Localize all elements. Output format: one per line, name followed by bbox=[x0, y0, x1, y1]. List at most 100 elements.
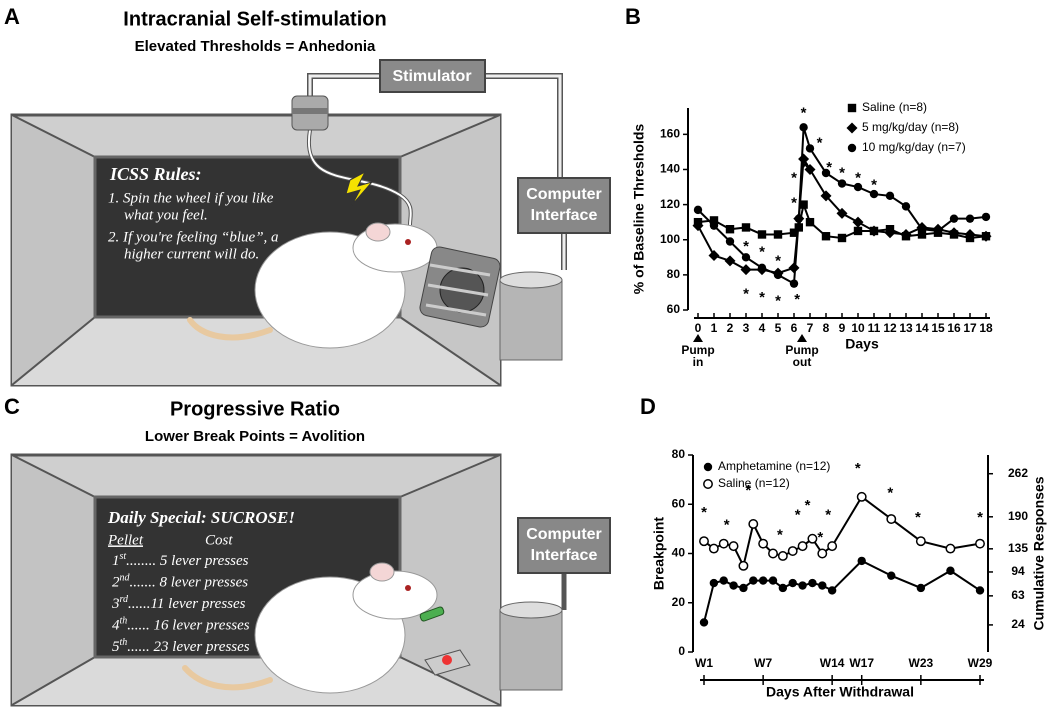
marker bbox=[964, 228, 976, 240]
marker bbox=[886, 514, 897, 524]
marker bbox=[946, 566, 955, 575]
marker bbox=[847, 143, 857, 153]
significance-star: * bbox=[977, 509, 983, 526]
marker bbox=[768, 548, 778, 559]
x-tick-label: 17 bbox=[963, 321, 977, 335]
annotation: in bbox=[693, 355, 704, 369]
marker bbox=[719, 576, 728, 585]
marker bbox=[965, 214, 975, 223]
chart: D 0 20 40 60 80 Breakpoint 24 63 94 135 190 262Cumul… bbox=[640, 394, 1047, 700]
significance-star: * bbox=[795, 507, 801, 524]
panel-label: D bbox=[640, 394, 656, 419]
marker bbox=[794, 214, 803, 223]
x-tick-label: 10 bbox=[851, 321, 865, 335]
ordinal: 3 bbox=[111, 596, 120, 612]
cost: ........ 5 lever presses bbox=[126, 553, 248, 569]
marker bbox=[975, 538, 985, 549]
ordinal: 4 bbox=[112, 618, 120, 634]
marker bbox=[975, 586, 985, 595]
x-tick-label: 18 bbox=[979, 321, 993, 335]
x-tick-label: W17 bbox=[849, 656, 874, 670]
board-column: Cost bbox=[205, 532, 233, 548]
significance-star: * bbox=[839, 164, 845, 181]
marker bbox=[827, 541, 838, 552]
significance-star: * bbox=[805, 497, 811, 514]
marker bbox=[818, 581, 827, 590]
y-tick-label: 40 bbox=[672, 546, 686, 560]
marker bbox=[847, 103, 857, 113]
panel-label: B bbox=[625, 4, 641, 29]
significance-star: * bbox=[855, 460, 861, 477]
annotation: Pump bbox=[681, 343, 714, 357]
significance-star: * bbox=[724, 516, 730, 533]
significance-star: * bbox=[759, 289, 765, 306]
interface-label: Computer bbox=[526, 186, 602, 203]
y-axis-title: % of Baseline Thresholds bbox=[631, 124, 647, 295]
marker bbox=[738, 560, 749, 571]
board-rows: 1st........ 5 lever presses 2nd....... 8 … bbox=[111, 551, 250, 655]
x-tick-label: 0 bbox=[695, 321, 702, 335]
x-tick-label: 5 bbox=[775, 321, 782, 335]
marker bbox=[708, 250, 720, 262]
board-line: 2. If you're feeling “blue”, a bbox=[108, 229, 279, 245]
marker bbox=[789, 279, 799, 288]
significance-star: * bbox=[777, 526, 783, 543]
marker bbox=[794, 223, 803, 232]
significance-star: * bbox=[915, 509, 921, 526]
marker bbox=[725, 225, 735, 234]
marker bbox=[857, 556, 866, 566]
significance-star: * bbox=[871, 177, 877, 194]
board-row: 1st........ 5 lever presses bbox=[112, 551, 249, 569]
y-tick-label: 60 bbox=[672, 496, 686, 510]
marker bbox=[788, 262, 800, 274]
marker bbox=[884, 227, 896, 239]
y2-tick-label: 94 bbox=[1011, 564, 1025, 578]
ordinal: 1 bbox=[112, 553, 120, 569]
y2-tick-label: 190 bbox=[1008, 509, 1028, 523]
annotation: Pump bbox=[785, 343, 818, 357]
marker bbox=[773, 230, 783, 239]
x-tick-label: 3 bbox=[743, 321, 750, 335]
panel-label: C bbox=[4, 394, 20, 419]
annotation-arrow bbox=[693, 334, 703, 342]
marker bbox=[853, 226, 863, 236]
chamber bbox=[10, 453, 567, 707]
significance-star: * bbox=[743, 286, 749, 303]
marker bbox=[709, 221, 719, 230]
annotation: out bbox=[793, 355, 812, 369]
marker bbox=[805, 144, 815, 153]
marker bbox=[799, 200, 808, 209]
ordinal-suffix: rd bbox=[120, 594, 130, 605]
legend-label: 5 mg/kg/day (n=8) bbox=[862, 120, 959, 134]
x-tick-label: W14 bbox=[820, 656, 845, 670]
marker bbox=[699, 536, 709, 547]
marker bbox=[777, 551, 788, 561]
marker bbox=[718, 538, 729, 549]
marker bbox=[869, 189, 879, 199]
significance-star: * bbox=[791, 170, 797, 187]
significance-star: * bbox=[826, 159, 832, 176]
marker bbox=[917, 225, 927, 234]
significance-star: * bbox=[701, 504, 707, 521]
y2-tick-label: 135 bbox=[1008, 541, 1028, 555]
marker bbox=[856, 491, 867, 502]
x-tick-label: 11 bbox=[868, 321, 881, 335]
significance-star: * bbox=[743, 238, 749, 255]
marker bbox=[692, 220, 704, 232]
marker bbox=[787, 546, 798, 556]
interface-label: Interface bbox=[531, 207, 598, 224]
y-tick-label: 0 bbox=[678, 644, 685, 658]
x-tick-label: 13 bbox=[899, 321, 913, 335]
x-tick-label: 16 bbox=[947, 321, 961, 335]
x-tick-label: W1 bbox=[695, 656, 713, 670]
marker bbox=[853, 182, 863, 192]
marker bbox=[703, 479, 713, 489]
stimulator-electrode bbox=[291, 95, 374, 206]
y-tick-label: 20 bbox=[672, 595, 686, 609]
board-line: higher current will do. bbox=[124, 246, 259, 262]
cables bbox=[306, 73, 567, 270]
significance-star: * bbox=[817, 529, 823, 546]
